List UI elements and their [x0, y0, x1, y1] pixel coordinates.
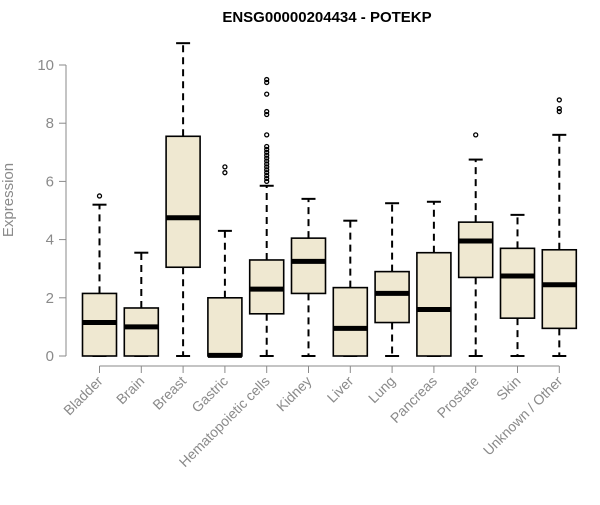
box-iqr — [541, 248, 578, 330]
y-tick-label: 4 — [46, 232, 54, 249]
outlier-point — [264, 167, 270, 173]
box-group: Bladder — [60, 193, 118, 419]
x-tick-label: Bladder — [60, 373, 106, 419]
box-group: Skin — [493, 213, 536, 404]
outlier-point — [264, 108, 270, 115]
box-iqr — [457, 221, 494, 279]
box-group: Breast — [149, 42, 201, 413]
x-tick-label: Skin — [493, 373, 524, 404]
outlier-point — [264, 155, 270, 161]
box-group: Lung — [365, 202, 410, 406]
outlier-point — [96, 193, 103, 199]
y-tick-label: 0 — [46, 348, 54, 365]
outlier-point — [264, 152, 270, 158]
y-tick-label: 10 — [37, 57, 54, 74]
y-axis-label: Expression — [0, 163, 17, 237]
box-iqr — [416, 251, 452, 357]
outlier-point — [222, 164, 228, 170]
outlier-point — [264, 172, 270, 179]
outlier-point — [264, 79, 270, 86]
outlier-point — [264, 161, 270, 167]
y-tick-label: 6 — [46, 173, 54, 190]
outlier-point — [264, 146, 270, 153]
box-iqr — [499, 247, 536, 319]
outlier-point — [473, 132, 479, 138]
x-tick-label: Lung — [365, 373, 398, 406]
x-tick-label: Brain — [113, 373, 147, 407]
x-tick-label: Breast — [149, 373, 189, 413]
box-iqr — [123, 307, 160, 357]
outlier-point — [222, 170, 228, 176]
box-iqr — [374, 270, 410, 324]
outlier-point — [264, 164, 270, 170]
box-group: Liver — [324, 219, 369, 406]
x-tick-label: Unknown / Other — [480, 373, 566, 459]
outlier-point — [556, 97, 562, 103]
chart-title: ENSG00000204434 - POTEKP — [222, 9, 431, 26]
box-group: Brain — [113, 251, 160, 407]
outlier-point — [264, 149, 270, 155]
y-tick-label: 8 — [46, 115, 54, 132]
outlier-point — [264, 170, 270, 176]
box-iqr — [290, 237, 327, 295]
y-tick-label: 2 — [46, 290, 54, 307]
outlier-point — [264, 111, 270, 118]
outlier-point — [264, 175, 270, 182]
outlier-point — [264, 91, 270, 97]
outlier-point — [264, 76, 270, 83]
x-tick-label: Kidney — [273, 373, 315, 415]
outlier-point — [264, 132, 270, 138]
box-iqr — [332, 286, 369, 357]
outlier-point — [556, 106, 562, 112]
box-iqr — [165, 135, 201, 269]
outlier-point — [264, 178, 270, 185]
outlier-point — [264, 158, 270, 164]
box-iqr — [207, 296, 243, 357]
outlier-point — [556, 108, 562, 115]
x-tick-label: Liver — [324, 373, 357, 406]
outlier-point — [264, 143, 270, 150]
x-tick-label: Prostate — [434, 373, 482, 421]
